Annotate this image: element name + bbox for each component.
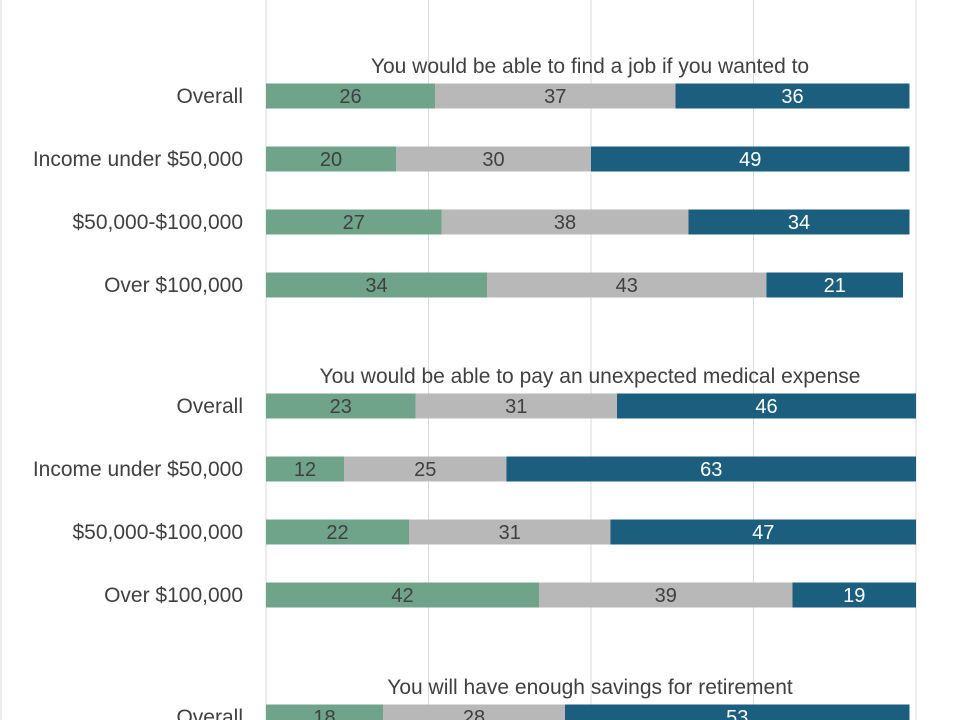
data-label: 23 — [330, 396, 352, 418]
data-label: 19 — [843, 585, 865, 607]
data-label: 53 — [726, 707, 748, 720]
bar-segment — [441, 209, 689, 235]
bar-row: Overall 18 28 53 — [176, 704, 910, 720]
bar-segment — [792, 582, 916, 608]
data-label: 34 — [365, 275, 387, 297]
data-label: 47 — [752, 522, 774, 544]
bar-segment — [266, 146, 396, 172]
data-label: 42 — [391, 585, 413, 607]
data-label: 22 — [326, 522, 348, 544]
bar-segment — [688, 209, 910, 235]
data-label: 26 — [339, 86, 361, 108]
data-label: 38 — [554, 212, 576, 234]
bar-row: Over $100,000 42 39 19 — [104, 582, 916, 608]
bar-segment — [487, 272, 767, 298]
bar-segment — [506, 456, 916, 482]
data-label: 43 — [616, 275, 638, 297]
chart-group: You would be able to find a job if you w… — [33, 55, 910, 298]
data-label: 31 — [505, 396, 527, 418]
bar-segment — [409, 519, 611, 545]
data-label: 37 — [544, 86, 566, 108]
bar-segment — [675, 83, 910, 109]
data-label: 30 — [482, 149, 504, 171]
data-label: 25 — [414, 459, 436, 481]
bar-segment — [415, 393, 617, 419]
row-label: Over $100,000 — [104, 584, 243, 607]
data-label: 46 — [755, 396, 777, 418]
chart-group: You would be able to pay an unexpected m… — [33, 365, 916, 608]
bar-row: $50,000-$100,000 27 38 34 — [73, 209, 910, 235]
bar-segment — [610, 519, 916, 545]
data-label: 49 — [739, 149, 761, 171]
bar-segment — [266, 393, 416, 419]
bar-row: Overall 23 31 46 — [176, 393, 916, 419]
bar-segment — [435, 83, 676, 109]
bar-segment — [266, 582, 539, 608]
data-label: 18 — [313, 707, 335, 720]
bar-row: Income under $50,000 12 25 63 — [33, 456, 916, 482]
row-label: Income under $50,000 — [33, 458, 243, 481]
bar-segment — [396, 146, 591, 172]
bar-segment — [617, 393, 916, 419]
data-label: 39 — [655, 585, 677, 607]
row-label: Overall — [176, 395, 243, 418]
bar-segment — [266, 456, 344, 482]
bar-segment — [591, 146, 910, 172]
data-label: 31 — [499, 522, 521, 544]
bar-row: Income under $50,000 20 30 49 — [33, 146, 910, 172]
data-label: 27 — [343, 212, 365, 234]
section-title: You will have enough savings for retirem… — [387, 676, 793, 699]
bar-segment — [266, 83, 435, 109]
bar-segment — [266, 704, 383, 720]
row-label: Overall — [176, 85, 243, 108]
bar-segment — [344, 456, 507, 482]
bar-segment — [266, 209, 442, 235]
bar-segment — [266, 272, 487, 298]
section-title: You would be able to find a job if you w… — [371, 55, 809, 78]
data-label: 63 — [700, 459, 722, 481]
row-label: $50,000-$100,000 — [73, 211, 244, 234]
data-label: 21 — [824, 275, 846, 297]
bar-row: Over $100,000 34 43 21 — [104, 272, 903, 298]
bar-segment — [565, 704, 910, 720]
chart-groups: You would be able to find a job if you w… — [33, 55, 916, 720]
data-label: 28 — [463, 707, 485, 720]
bar-segment — [766, 272, 903, 298]
row-label: Overall — [176, 706, 243, 720]
row-label: Over $100,000 — [104, 274, 243, 297]
data-label: 12 — [294, 459, 316, 481]
row-label: $50,000-$100,000 — [73, 521, 244, 544]
bar-row: $50,000-$100,000 22 31 47 — [73, 519, 916, 545]
bar-segment — [383, 704, 565, 720]
bar-segment — [539, 582, 793, 608]
bar-row: Overall 26 37 36 — [176, 83, 910, 109]
data-label: 34 — [788, 212, 810, 234]
bar-segment — [266, 519, 409, 545]
section-title: You would be able to pay an unexpected m… — [320, 365, 861, 388]
data-label: 20 — [320, 149, 342, 171]
chart-group: You will have enough savings for retirem… — [176, 676, 910, 720]
data-label: 36 — [781, 86, 803, 108]
row-label: Income under $50,000 — [33, 148, 243, 171]
